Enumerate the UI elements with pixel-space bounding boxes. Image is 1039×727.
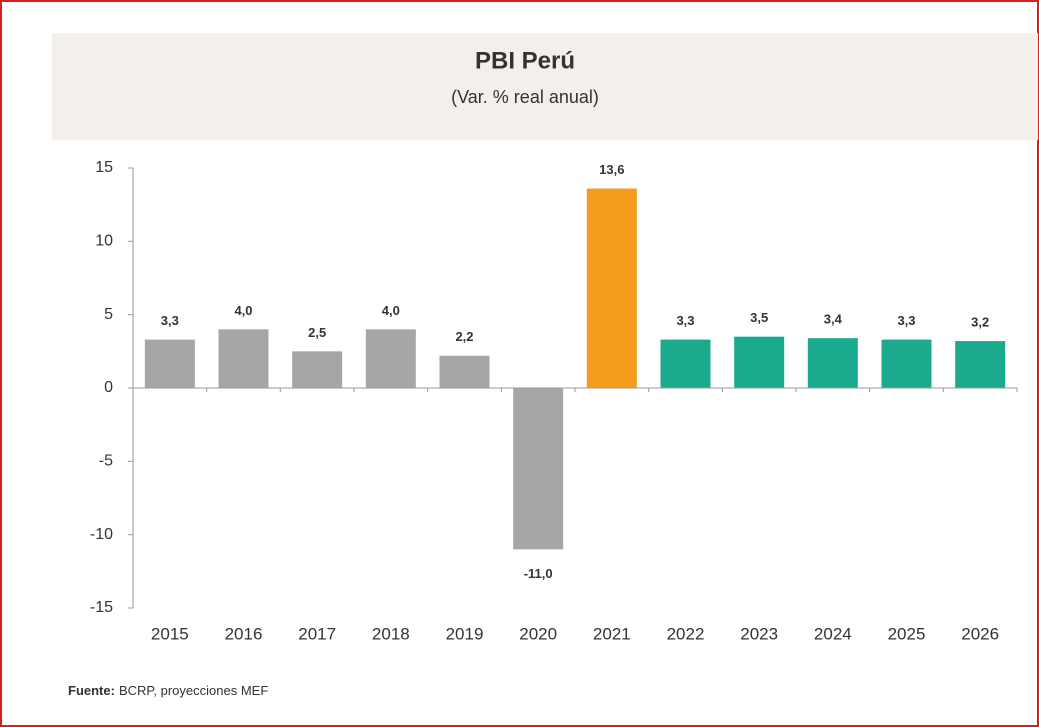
- value-label: 3,5: [750, 310, 768, 325]
- y-tick-label: 15: [95, 159, 113, 176]
- value-label: 3,2: [971, 315, 989, 330]
- value-label: 4,0: [234, 303, 252, 318]
- value-label: 2,2: [455, 329, 473, 344]
- x-tick-label: 2025: [888, 624, 926, 643]
- x-tick-label: 2016: [225, 624, 263, 643]
- value-label: 4,0: [382, 303, 400, 318]
- x-tick-label: 2024: [814, 624, 852, 643]
- bar: [144, 339, 195, 388]
- value-label: 3,3: [161, 313, 179, 328]
- y-tick-label: -15: [90, 599, 113, 616]
- value-label: 2,5: [308, 325, 326, 340]
- source-text: BCRP, proyecciones MEF: [119, 683, 268, 698]
- x-tick-label: 2018: [372, 624, 410, 643]
- value-label: 3,3: [676, 313, 694, 328]
- y-tick-label: 0: [104, 379, 113, 396]
- x-tick-label: 2021: [593, 624, 631, 643]
- bar: [439, 355, 490, 388]
- chart-subtitle: (Var. % real anual): [451, 87, 599, 107]
- bar: [365, 329, 416, 388]
- x-tick-label: 2019: [446, 624, 484, 643]
- x-tick-label: 2022: [667, 624, 705, 643]
- x-tick-label: 2020: [519, 624, 557, 643]
- source: Fuente: BCRP, proyecciones MEF: [68, 683, 268, 698]
- y-tick-label: -10: [90, 526, 113, 543]
- chart-title: PBI Perú: [475, 47, 575, 74]
- value-label: -11,0: [524, 566, 553, 581]
- value-label: 3,4: [824, 312, 843, 327]
- y-tick-label: 10: [95, 233, 113, 250]
- bar: [292, 351, 343, 388]
- y-tick-label: -5: [99, 453, 113, 470]
- bar: [660, 339, 711, 388]
- y-tick-label: 5: [104, 306, 113, 323]
- x-tick-label: 2026: [961, 624, 999, 643]
- header-band: [52, 33, 1038, 140]
- bar: [881, 339, 932, 388]
- bar: [734, 336, 785, 388]
- x-tick-label: 2017: [298, 624, 336, 643]
- x-tick-label: 2023: [740, 624, 778, 643]
- value-label: 13,6: [599, 162, 624, 177]
- bar: [955, 341, 1006, 388]
- bar: [218, 329, 269, 388]
- value-label: 3,3: [897, 313, 915, 328]
- x-tick-label: 2015: [151, 624, 189, 643]
- bar: [807, 338, 858, 388]
- source-label: Fuente:: [68, 683, 115, 698]
- bar: [586, 188, 637, 388]
- bar: [513, 388, 564, 550]
